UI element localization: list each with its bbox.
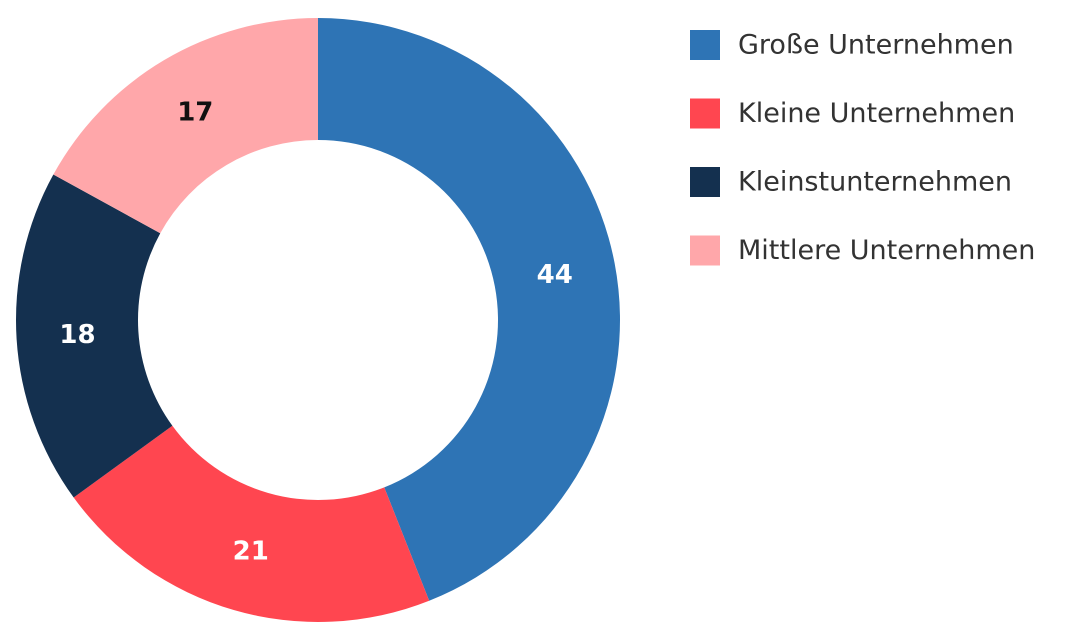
legend-swatch bbox=[690, 167, 720, 197]
slice bbox=[318, 18, 620, 601]
slice bbox=[53, 18, 319, 234]
legend-swatch bbox=[690, 235, 720, 266]
legend-swatch bbox=[690, 98, 720, 129]
legend-swatch bbox=[690, 30, 720, 60]
legend-label: Große Unternehmen bbox=[738, 30, 1014, 61]
slice bbox=[73, 425, 430, 622]
data-label: 21 bbox=[233, 536, 269, 566]
data-label: 17 bbox=[177, 98, 213, 128]
slice bbox=[16, 174, 173, 498]
legend-label: Kleinstunternehmen bbox=[738, 167, 1012, 198]
legend-label: Mittlere Unternehmen bbox=[738, 235, 1035, 266]
legend-label: Kleine Unternehmen bbox=[738, 98, 1015, 129]
data-label: 44 bbox=[537, 260, 573, 290]
data-label: 18 bbox=[59, 320, 95, 350]
